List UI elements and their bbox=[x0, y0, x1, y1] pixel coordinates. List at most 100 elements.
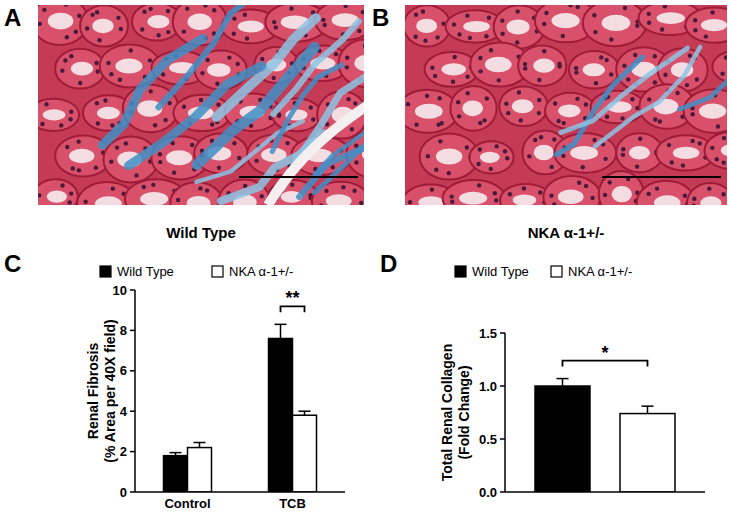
nucleus bbox=[217, 166, 221, 170]
tubule-lumen bbox=[47, 191, 67, 203]
y-axis-label: Renal Fibrosis(% Area per 40X field) bbox=[85, 319, 118, 462]
error-bar bbox=[557, 379, 569, 386]
nucleus bbox=[608, 180, 612, 184]
tubule-lumen bbox=[354, 55, 364, 72]
nucleus bbox=[544, 11, 548, 15]
nucleus bbox=[331, 165, 335, 169]
nucleus bbox=[272, 20, 276, 24]
nucleus bbox=[83, 199, 87, 203]
tubule-lumen bbox=[416, 19, 437, 33]
nucleus bbox=[38, 193, 42, 197]
nucleus bbox=[68, 200, 72, 204]
nucleus bbox=[158, 152, 162, 156]
nucleus bbox=[721, 192, 725, 196]
tubule-lumen bbox=[512, 99, 534, 113]
nucleus bbox=[430, 187, 434, 191]
nucleus bbox=[489, 48, 493, 52]
nucleus bbox=[260, 57, 264, 61]
nucleus bbox=[148, 7, 152, 11]
y-tick bbox=[130, 491, 135, 493]
nucleus bbox=[605, 115, 609, 119]
error-cap bbox=[170, 452, 182, 454]
nucleus bbox=[660, 27, 664, 31]
panel-letter: A bbox=[4, 4, 21, 31]
nucleus bbox=[497, 78, 501, 82]
nucleus bbox=[478, 56, 482, 60]
nucleus bbox=[95, 10, 99, 14]
nucleus bbox=[176, 198, 180, 202]
y-tick-label: 4 bbox=[120, 404, 128, 419]
nucleus bbox=[557, 62, 561, 66]
nucleus bbox=[166, 30, 170, 34]
legend-swatch bbox=[100, 266, 111, 277]
tubule-lumen bbox=[480, 152, 500, 163]
nucleus bbox=[274, 25, 278, 29]
nucleus bbox=[434, 168, 438, 172]
nucleus bbox=[406, 102, 410, 106]
nucleus bbox=[345, 65, 349, 69]
tubule-lumen bbox=[459, 192, 487, 205]
significance-label: ** bbox=[285, 288, 299, 308]
nucleus bbox=[78, 81, 82, 85]
nucleus bbox=[435, 35, 439, 39]
nucleus bbox=[182, 105, 186, 109]
nucleus bbox=[199, 98, 203, 102]
nucleus bbox=[353, 101, 357, 105]
nucleus bbox=[457, 114, 461, 118]
nucleus bbox=[149, 89, 153, 93]
error-bar bbox=[170, 453, 182, 456]
nucleus bbox=[663, 73, 667, 77]
nucleus bbox=[272, 76, 276, 80]
collagen-streak bbox=[595, 47, 700, 147]
nucleus bbox=[426, 154, 430, 158]
nucleus bbox=[59, 123, 63, 127]
nucleus bbox=[620, 116, 624, 120]
nucleus bbox=[599, 55, 603, 59]
nucleus bbox=[182, 29, 186, 33]
x-axis bbox=[505, 491, 705, 493]
nucleus bbox=[515, 9, 519, 13]
nucleus bbox=[110, 123, 114, 127]
nucleus bbox=[622, 63, 626, 67]
nucleus bbox=[74, 30, 78, 34]
y-axis bbox=[134, 290, 136, 492]
nucleus bbox=[609, 72, 613, 76]
y-tick-label: 6 bbox=[120, 363, 127, 378]
nucleus bbox=[408, 200, 412, 204]
tubule bbox=[687, 183, 727, 205]
vessel-lumen bbox=[268, 105, 364, 205]
nucleus bbox=[710, 10, 714, 14]
error-bar bbox=[299, 411, 311, 415]
nucleus bbox=[334, 52, 338, 56]
nucleus bbox=[359, 201, 363, 205]
nucleus bbox=[414, 122, 418, 126]
tubule-lumen bbox=[95, 196, 122, 205]
nucleus bbox=[603, 157, 607, 161]
error-stem bbox=[562, 379, 564, 386]
histology-image bbox=[38, 5, 364, 205]
nucleus bbox=[363, 44, 364, 48]
tubule-lumen bbox=[700, 196, 721, 205]
y-tick bbox=[500, 438, 505, 440]
nucleus bbox=[232, 141, 236, 145]
tubule bbox=[55, 49, 105, 89]
y-tick-label: 2 bbox=[120, 444, 127, 459]
nucleus bbox=[722, 136, 726, 140]
nucleus bbox=[542, 22, 546, 26]
nucleus bbox=[168, 101, 172, 105]
y-axis-label-line: (Fold Change) bbox=[456, 365, 472, 459]
tubule-lumen bbox=[602, 15, 631, 31]
nucleus bbox=[710, 146, 714, 150]
histology-image bbox=[405, 5, 727, 205]
nucleus bbox=[457, 32, 461, 36]
nucleus bbox=[635, 164, 639, 168]
nucleus bbox=[119, 27, 123, 31]
nucleus bbox=[692, 197, 696, 201]
nucleus bbox=[494, 144, 498, 148]
nucleus bbox=[533, 138, 537, 142]
nucleus bbox=[685, 83, 689, 87]
nucleus bbox=[465, 145, 469, 149]
nucleus bbox=[77, 168, 81, 172]
nucleus bbox=[539, 135, 543, 139]
tubule-lumen bbox=[207, 63, 230, 77]
